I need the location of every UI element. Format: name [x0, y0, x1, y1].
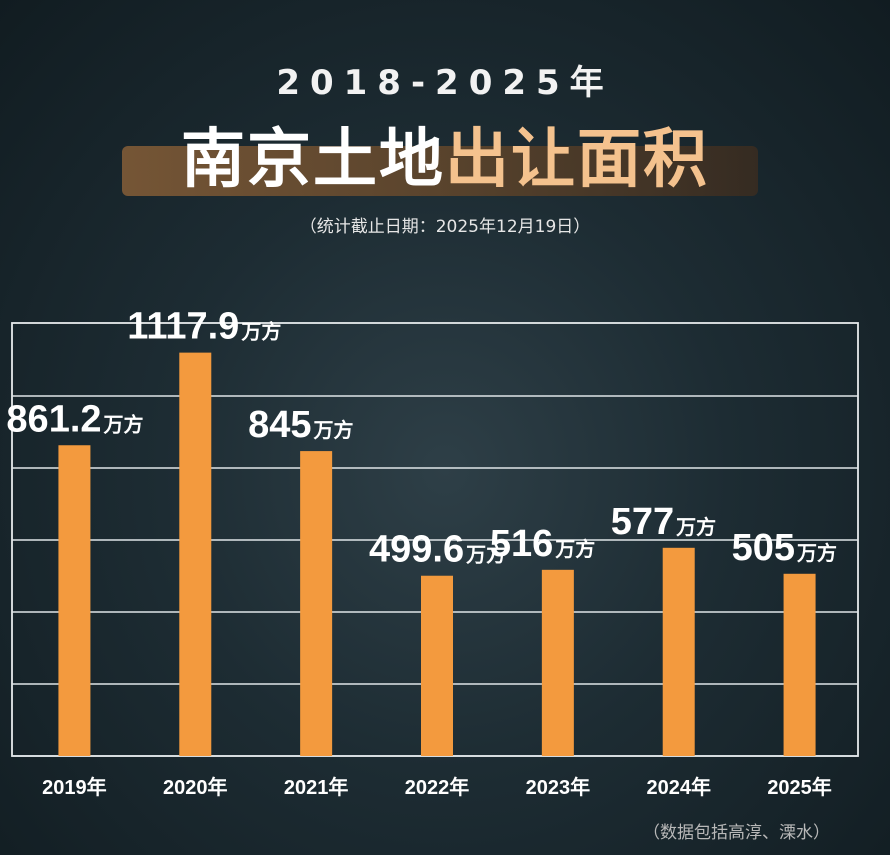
data-label-unit: 万方: [554, 537, 595, 561]
chart-title: 南京土地出让面积: [0, 108, 890, 200]
data-label-unit: 万方: [240, 320, 281, 344]
data-label-2021年: 845 万方: [248, 404, 353, 446]
x-tick-2024年: 2024年: [646, 775, 711, 799]
data-label-2020年: 1117.9 万方: [127, 306, 281, 348]
data-label-value: 577: [611, 501, 674, 543]
data-label-value: 1117.9: [127, 306, 239, 348]
data-label-unit: 万方: [796, 541, 837, 565]
data-label-2023年: 516 万方: [490, 523, 595, 565]
data-label-value: 516: [490, 523, 553, 565]
x-tick-2023年: 2023年: [526, 775, 591, 799]
title-highlight-band: [122, 146, 758, 196]
cutoff-date-note: （统计截止日期：2025年12月19日）: [299, 217, 591, 237]
title-part-accent: 出让面积: [445, 123, 709, 197]
x-tick-2025年: 2025年: [767, 775, 832, 799]
chart-subtitle-range: 2018-2025年: [276, 63, 614, 103]
data-label-2019年: 861.2 万方: [6, 398, 143, 440]
data-label-2025年: 505 万方: [732, 527, 837, 569]
data-label-2022年: 499.6 万方: [369, 529, 506, 571]
data-label-value: 505: [732, 527, 795, 569]
data-scope-note: （数据包括高淳、溧水）: [643, 823, 830, 843]
data-label-2024年: 577 万方: [611, 501, 716, 543]
bar-2024年: [662, 547, 695, 756]
data-label-value: 845: [248, 404, 311, 446]
data-label-value: 499.6: [369, 529, 464, 571]
bar-2023年: [541, 569, 574, 756]
x-tick-2020年: 2020年: [163, 775, 228, 799]
bar-2025年: [783, 573, 816, 756]
title-part-white: 南京土地: [181, 123, 445, 197]
bar-2022年: [421, 575, 453, 756]
bar-2019年: [58, 445, 91, 756]
bar-2020年: [179, 352, 212, 756]
data-label-unit: 万方: [103, 412, 144, 436]
x-tick-2022年: 2022年: [405, 775, 470, 799]
bar-2021年: [300, 451, 333, 756]
data-label-unit: 万方: [465, 543, 506, 567]
data-label-unit: 万方: [675, 515, 716, 539]
data-label-value: 861.2: [6, 398, 101, 440]
data-label-unit: 万方: [313, 418, 354, 442]
x-tick-2019年: 2019年: [42, 775, 107, 799]
x-tick-2021年: 2021年: [284, 775, 349, 799]
